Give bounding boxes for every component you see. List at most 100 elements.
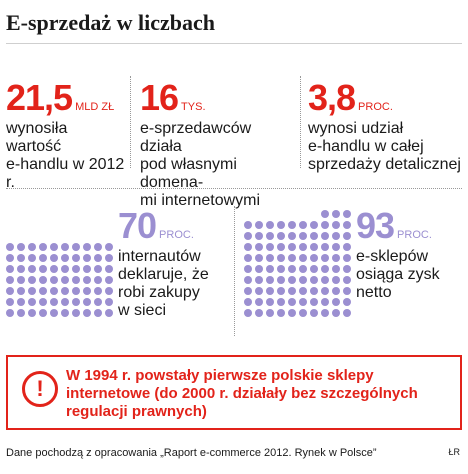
filled-dot <box>28 265 36 273</box>
filled-dot <box>332 276 340 284</box>
filled-dot <box>288 276 296 284</box>
filled-dot <box>17 243 25 251</box>
filled-dot <box>94 243 102 251</box>
filled-dot <box>28 254 36 262</box>
filled-dot <box>277 221 285 229</box>
filled-dot <box>266 243 274 251</box>
filled-dot <box>332 221 340 229</box>
empty-dot <box>39 221 47 229</box>
filled-dot <box>299 265 307 273</box>
filled-dot <box>244 254 252 262</box>
filled-dot <box>310 254 318 262</box>
filled-dot <box>105 265 113 273</box>
filled-dot <box>83 276 91 284</box>
column-divider <box>130 76 131 168</box>
stat-desc-line: e-handlu w 2012 r. <box>6 156 125 191</box>
filled-dot <box>332 210 340 218</box>
empty-dot <box>50 232 58 240</box>
dot-matrix-internet-users <box>6 210 116 320</box>
filled-dot <box>105 243 113 251</box>
empty-dot <box>72 232 80 240</box>
filled-dot <box>277 309 285 317</box>
stat-unit: MLD ZŁ <box>75 101 115 113</box>
filled-dot <box>299 221 307 229</box>
filled-dot <box>288 298 296 306</box>
filled-dot <box>6 265 14 273</box>
note-line: W 1994 r. powstały pierwsze polskie skle… <box>66 367 374 384</box>
filled-dot <box>39 254 47 262</box>
filled-dot <box>72 276 80 284</box>
filled-dot <box>50 276 58 284</box>
filled-dot <box>39 287 47 295</box>
stat-desc-line: mi internetowymi <box>140 192 261 209</box>
empty-dot <box>83 210 91 218</box>
filled-dot <box>343 287 351 295</box>
filled-dot <box>343 254 351 262</box>
filled-dot <box>321 221 329 229</box>
filled-dot <box>266 276 274 284</box>
filled-dot <box>299 309 307 317</box>
filled-dot <box>105 309 113 317</box>
filled-dot <box>61 298 69 306</box>
empty-dot <box>39 232 47 240</box>
filled-dot <box>332 287 340 295</box>
filled-dot <box>39 309 47 317</box>
filled-dot <box>83 287 91 295</box>
filled-dot <box>244 265 252 273</box>
filled-dot <box>332 254 340 262</box>
empty-dot <box>61 221 69 229</box>
filled-dot <box>17 309 25 317</box>
history-note: ! W 1994 r. powstały pierwsze polskie sk… <box>6 355 462 430</box>
empty-dot <box>310 210 318 218</box>
filled-dot <box>310 276 318 284</box>
exclamation-icon: ! <box>22 371 58 407</box>
empty-dot <box>6 232 14 240</box>
filled-dot <box>288 287 296 295</box>
empty-dot <box>83 232 91 240</box>
stat-eshops-profit: 93 PROC. e-sklepów osiąga zysk netto <box>356 208 466 302</box>
filled-dot <box>50 287 58 295</box>
stat-desc-line: sprzedaży detalicznej <box>308 156 461 173</box>
filled-dot <box>343 210 351 218</box>
stat-number: 93 <box>356 205 395 246</box>
filled-dot <box>299 276 307 284</box>
filled-dot <box>332 298 340 306</box>
filled-dot <box>321 276 329 284</box>
filled-dot <box>72 309 80 317</box>
filled-dot <box>321 232 329 240</box>
filled-dot <box>72 243 80 251</box>
empty-dot <box>83 221 91 229</box>
filled-dot <box>83 309 91 317</box>
filled-dot <box>277 298 285 306</box>
filled-dot <box>310 287 318 295</box>
filled-dot <box>72 298 80 306</box>
stat-unit: PROC. <box>358 101 393 113</box>
filled-dot <box>332 309 340 317</box>
stat-value-of-ecommerce: 21,5 MLD ZŁ wynosiła wartość e-handlu w 2… <box>6 80 126 192</box>
stat-number: 16 <box>140 77 179 118</box>
filled-dot <box>332 265 340 273</box>
filled-dot <box>321 254 329 262</box>
stat-desc-line: w sieci <box>118 302 167 319</box>
filled-dot <box>50 309 58 317</box>
filled-dot <box>244 309 252 317</box>
stat-unit: TYS. <box>181 101 206 113</box>
filled-dot <box>244 298 252 306</box>
stat-desc-line: e-sklepów <box>356 248 429 265</box>
filled-dot <box>277 243 285 251</box>
filled-dot <box>50 298 58 306</box>
filled-dot <box>39 298 47 306</box>
filled-dot <box>50 243 58 251</box>
empty-dot <box>299 210 307 218</box>
filled-dot <box>332 243 340 251</box>
filled-dot <box>28 243 36 251</box>
filled-dot <box>266 287 274 295</box>
filled-dot <box>94 298 102 306</box>
stat-desc-line: osiąga zysk <box>356 266 440 283</box>
filled-dot <box>61 276 69 284</box>
filled-dot <box>321 210 329 218</box>
filled-dot <box>343 309 351 317</box>
empty-dot <box>6 221 14 229</box>
filled-dot <box>255 309 263 317</box>
filled-dot <box>244 232 252 240</box>
